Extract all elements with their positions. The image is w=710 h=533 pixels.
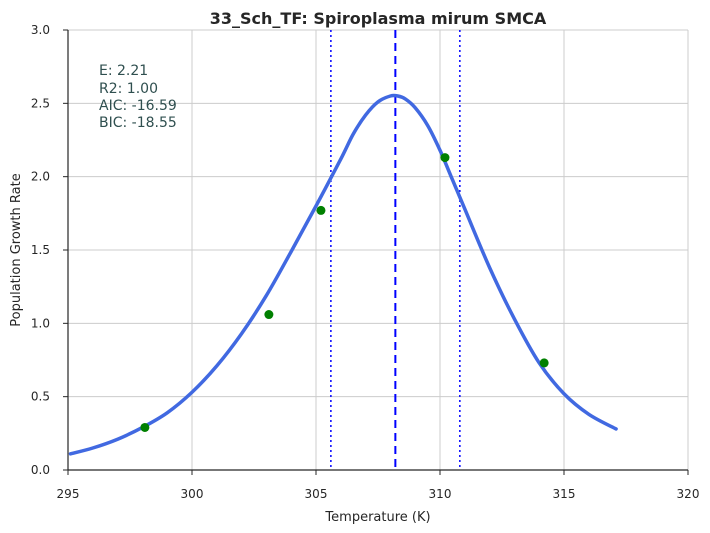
y-tick-label: 1.0 <box>31 316 50 330</box>
grid <box>67 29 689 471</box>
x-tick-label: 315 <box>553 487 576 501</box>
stat-r2: R2: 1.00 <box>99 81 158 97</box>
data-point <box>440 153 450 163</box>
chart-title: 33_Sch_TF: Spiroplasma mirum SMCA <box>210 9 547 28</box>
data-point <box>140 422 150 432</box>
x-tick-label: 295 <box>57 487 80 501</box>
y-axis-label: Population Growth Rate <box>9 173 24 326</box>
x-tick-label: 305 <box>305 487 328 501</box>
data-point <box>264 310 274 320</box>
y-tick-label: 0.5 <box>31 390 50 404</box>
x-tick-label: 310 <box>429 487 452 501</box>
stat-aic: AIC: -16.59 <box>99 98 177 114</box>
data-point <box>539 358 549 368</box>
y-tick-label: 2.0 <box>31 170 50 184</box>
series-layer <box>68 93 618 456</box>
x-axis-label: Temperature (K) <box>324 510 430 525</box>
x-tick-label: 300 <box>181 487 204 501</box>
y-tick-label: 0.0 <box>31 463 50 477</box>
data-point <box>316 205 326 215</box>
stat-e: E: 2.21 <box>99 63 148 79</box>
fitted-curve <box>68 93 618 456</box>
tick-labels: 295 300 305 310 315 320 0.0 0.5 1.0 1.5 2.0 2.5 3.0 <box>31 23 700 501</box>
y-tick-label: 1.5 <box>31 243 50 257</box>
reference-lines <box>330 30 461 470</box>
stat-bic: BIC: -18.55 <box>99 115 177 131</box>
y-tick-label: 2.5 <box>31 96 50 110</box>
axes <box>63 29 689 475</box>
x-tick-label: 320 <box>677 487 700 501</box>
y-tick-label: 3.0 <box>31 23 50 37</box>
